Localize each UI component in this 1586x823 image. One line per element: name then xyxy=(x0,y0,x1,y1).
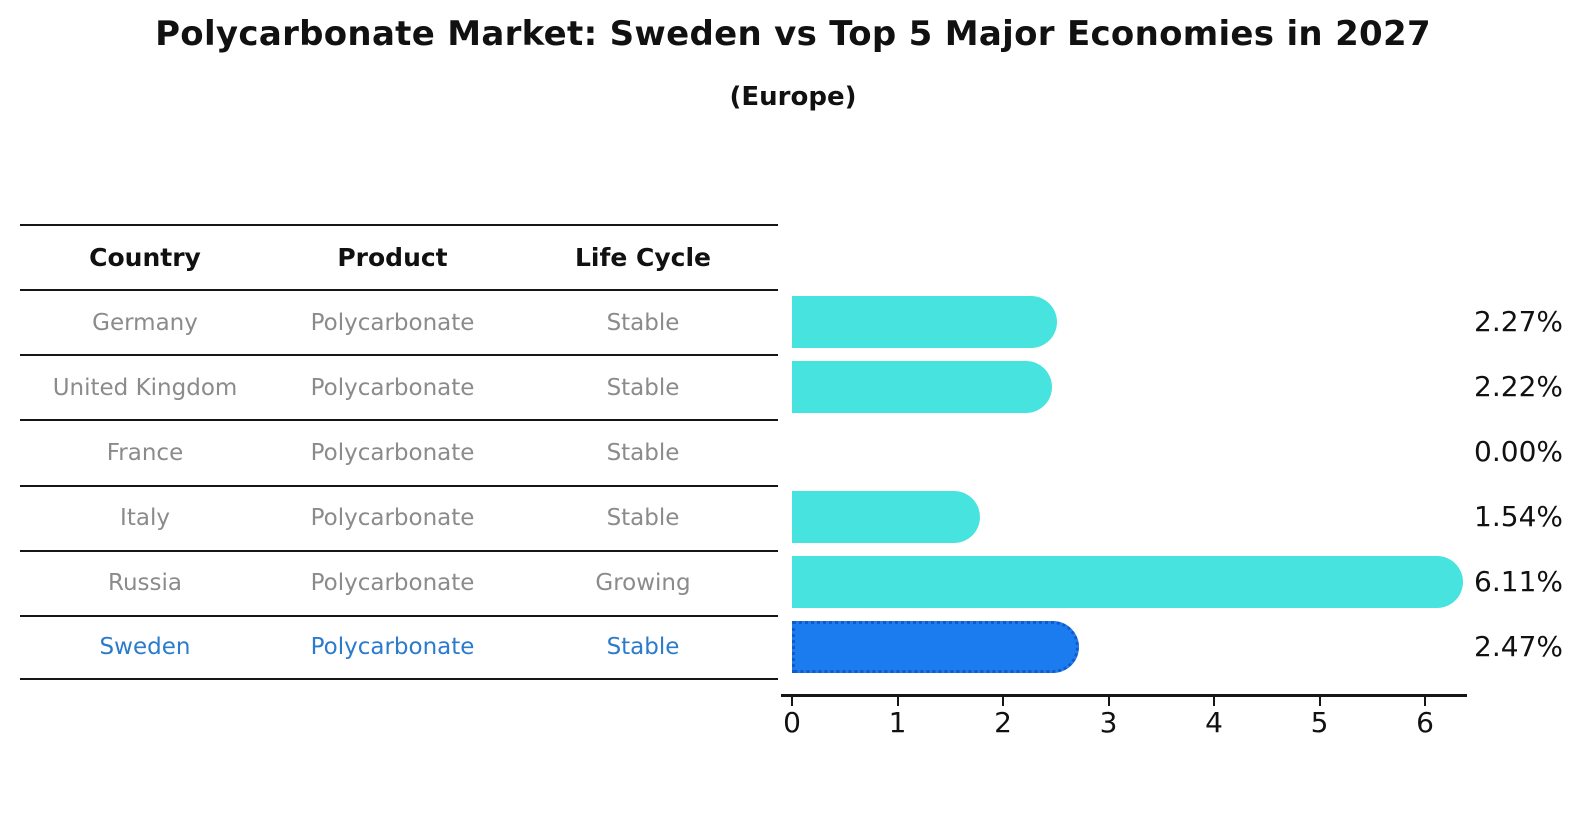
cell-country-germany: Germany xyxy=(92,309,198,336)
bar-united-kingdom xyxy=(792,360,1053,413)
x-tick xyxy=(1213,697,1215,706)
cell-country-united-kingdom: United Kingdom xyxy=(52,374,238,401)
x-tick-label: 5 xyxy=(1310,706,1329,739)
cell-country-sweden: Sweden xyxy=(99,634,191,661)
x-tick-label: 1 xyxy=(888,706,907,739)
x-tick xyxy=(896,697,899,706)
cell-product-united-kingdom: Polycarbonate xyxy=(310,374,475,401)
value-label-russia: 6.11% xyxy=(1474,565,1563,599)
table-row-sweden: Sweden Polycarbonate Stable xyxy=(20,614,778,680)
cell-product-germany: Polycarbonate xyxy=(310,309,475,336)
cell-country-italy: Italy xyxy=(120,505,170,532)
cell-life-cycle-united-kingdom: Stable xyxy=(606,374,680,401)
bar-russia xyxy=(792,556,1463,609)
table-header-cell-life-cycle: Life Cycle xyxy=(574,243,712,273)
cell-product-italy: Polycarbonate xyxy=(310,505,475,532)
bar-sweden xyxy=(792,621,1079,674)
x-tick-label: 3 xyxy=(1099,706,1118,739)
cell-life-cycle-france: Stable xyxy=(606,439,680,466)
x-tick xyxy=(1002,697,1004,706)
x-tick-label: 0 xyxy=(783,706,801,739)
cell-country-france: France xyxy=(106,439,184,466)
cell-product-france: Polycarbonate xyxy=(310,439,475,466)
x-tick xyxy=(1318,697,1321,706)
bar-germany xyxy=(792,295,1058,348)
table-row-united-kingdom: United Kingdom Polycarbonate Stable xyxy=(20,354,778,419)
bar-italy xyxy=(792,491,981,544)
table-header-cell-country: Country xyxy=(89,243,201,273)
table-row-italy: Italy Polycarbonate Stable xyxy=(20,484,778,550)
cell-product-sweden: Polycarbonate xyxy=(310,634,475,661)
table-header-cell-product: Product xyxy=(337,243,448,273)
table-row-germany: Germany Polycarbonate Stable xyxy=(20,289,778,354)
cell-life-cycle-italy: Stable xyxy=(606,505,680,532)
value-label-france: 0.00% xyxy=(1474,435,1563,468)
cell-life-cycle-russia: Growing xyxy=(595,570,691,597)
value-label-sweden: 2.47% xyxy=(1474,630,1563,664)
table-row-france: France Polycarbonate Stable xyxy=(20,419,778,484)
cell-product-russia: Polycarbonate xyxy=(310,570,475,597)
chart-subtitle: (Europe) xyxy=(729,82,857,112)
cell-life-cycle-germany: Stable xyxy=(606,309,680,336)
x-axis-line xyxy=(781,694,1467,697)
value-label-united-kingdom: 2.22% xyxy=(1474,369,1563,403)
x-tick xyxy=(1107,697,1110,706)
x-tick-label: 6 xyxy=(1416,706,1434,739)
cell-country-russia: Russia xyxy=(108,570,182,597)
value-label-italy: 1.54% xyxy=(1474,500,1563,534)
x-tick-label: 2 xyxy=(994,706,1012,739)
x-tick xyxy=(1424,697,1426,706)
value-label-germany: 2.27% xyxy=(1474,304,1563,338)
table-header-row: Country Product Life Cycle xyxy=(20,224,778,289)
x-tick xyxy=(791,697,793,706)
table-row-russia: Russia Polycarbonate Growing xyxy=(20,549,778,615)
chart-title: Polycarbonate Market: Sweden vs Top 5 Ma… xyxy=(155,14,1431,54)
x-tick-label: 4 xyxy=(1205,706,1223,739)
cell-life-cycle-sweden: Stable xyxy=(606,634,680,661)
